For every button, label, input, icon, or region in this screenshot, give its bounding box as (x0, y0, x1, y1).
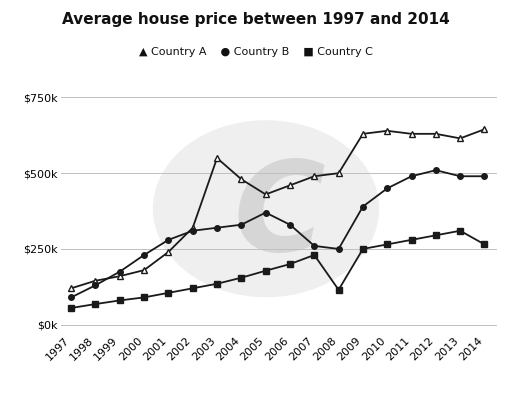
Country B (165, 237, 172, 242)
Country C (92, 302, 98, 306)
Text: Average house price between 1997 and 2014: Average house price between 1997 and 201… (62, 12, 450, 27)
Country C (68, 306, 74, 311)
Country C (384, 242, 390, 247)
Country B (311, 243, 317, 248)
Country C (311, 253, 317, 258)
Line: Country A: Country A (69, 127, 487, 291)
Country B (287, 222, 293, 227)
Country A (117, 274, 123, 279)
Country B (335, 247, 342, 252)
Country C (165, 291, 172, 295)
Country A (433, 131, 439, 136)
Country B (433, 168, 439, 173)
Country C (409, 237, 415, 242)
Country B (384, 186, 390, 191)
Country B (457, 174, 463, 179)
Country B (68, 295, 74, 300)
Country A (457, 136, 463, 141)
Line: Country C: Country C (69, 228, 487, 311)
Country C (117, 298, 123, 303)
Country A (238, 177, 244, 182)
Country A (311, 174, 317, 179)
Country C (263, 268, 269, 273)
Country C (433, 233, 439, 238)
Country A (409, 131, 415, 136)
Ellipse shape (153, 120, 379, 297)
Country B (263, 210, 269, 215)
Text: C: C (233, 156, 325, 277)
Country B (360, 204, 366, 209)
Country B (189, 228, 196, 233)
Country A (481, 127, 487, 132)
Country A (335, 171, 342, 176)
Country B (117, 269, 123, 274)
Country C (214, 281, 220, 286)
Country A (360, 131, 366, 136)
Country C (457, 228, 463, 233)
Country A (263, 192, 269, 197)
Country A (165, 249, 172, 254)
Country A (68, 286, 74, 291)
Country A (384, 128, 390, 133)
Country A (189, 225, 196, 230)
Country C (238, 275, 244, 280)
Country B (238, 222, 244, 227)
Country B (481, 174, 487, 179)
Country C (481, 242, 487, 247)
Country A (141, 268, 147, 273)
Country B (141, 253, 147, 258)
Text: ▲ Country A    ● Country B    ■ Country C: ▲ Country A ● Country B ■ Country C (139, 47, 373, 57)
Country C (335, 287, 342, 292)
Country C (189, 286, 196, 291)
Country B (214, 225, 220, 230)
Country A (92, 278, 98, 283)
Country A (214, 155, 220, 160)
Country B (409, 174, 415, 179)
Country A (287, 183, 293, 188)
Country C (287, 262, 293, 267)
Country C (141, 295, 147, 300)
Country C (360, 247, 366, 252)
Country B (92, 283, 98, 288)
Line: Country B: Country B (69, 167, 487, 300)
